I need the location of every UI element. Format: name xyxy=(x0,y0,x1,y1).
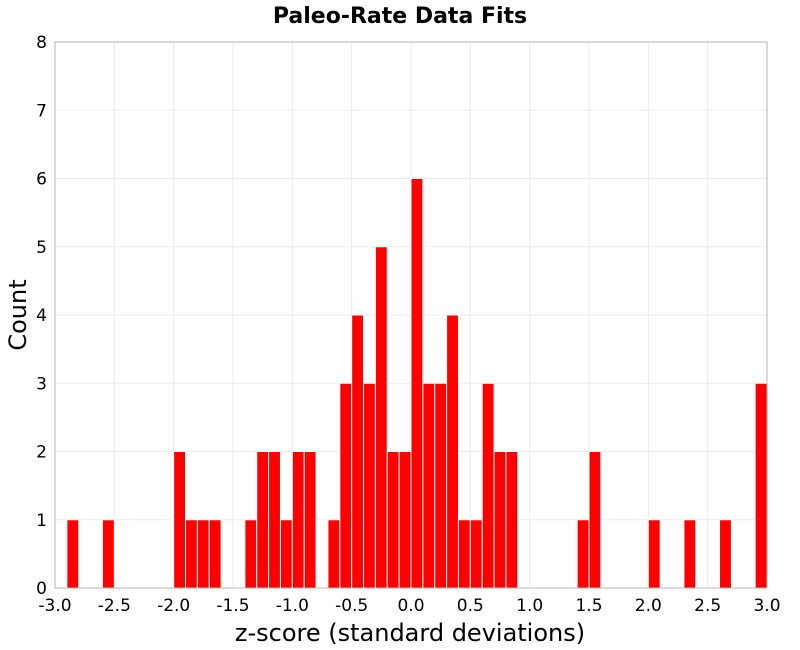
histogram-bar xyxy=(719,519,732,589)
histogram-bar xyxy=(279,519,293,589)
histogram-bar xyxy=(351,314,365,589)
y-tick-label: 1 xyxy=(36,511,47,531)
histogram-bar xyxy=(588,451,602,589)
x-tick-label: 3.0 xyxy=(753,596,780,616)
histogram-bar xyxy=(339,382,353,589)
histogram-bar xyxy=(386,451,400,589)
y-tick-label: 5 xyxy=(36,238,47,258)
y-tick-label: 3 xyxy=(36,374,47,394)
y-tick-label: 4 xyxy=(36,306,47,326)
histogram-bar xyxy=(505,451,519,589)
x-tick-label: -3.0 xyxy=(38,596,71,616)
histogram-bar xyxy=(291,451,305,589)
histogram-bar xyxy=(647,519,661,589)
histogram-bar xyxy=(303,451,317,589)
y-axis-ticks: 0 1 2 3 4 5 6 7 8 xyxy=(36,33,47,599)
y-tick-label: 7 xyxy=(36,101,47,121)
histogram-bar xyxy=(208,519,222,589)
x-tick-label: -2.5 xyxy=(98,596,131,616)
plot-frame xyxy=(54,41,768,589)
y-tick-label: 2 xyxy=(36,443,47,463)
x-tick-label: 2.5 xyxy=(694,596,721,616)
histogram-bar xyxy=(185,519,198,589)
histogram-bar xyxy=(410,178,424,589)
histogram-bars xyxy=(66,178,768,589)
x-tick-label: 2.0 xyxy=(635,596,662,616)
histogram-bar xyxy=(101,519,115,589)
x-tick-label: 0.5 xyxy=(457,596,484,616)
histogram-bar xyxy=(256,451,270,589)
histogram-bar xyxy=(398,451,412,589)
x-axis-label: z-score (standard deviations) xyxy=(235,619,585,647)
histogram-bar xyxy=(481,382,495,589)
histogram-bar xyxy=(446,314,459,589)
histogram-bar xyxy=(363,382,376,589)
histogram-bar xyxy=(374,246,388,589)
x-tick-label: -1.5 xyxy=(216,596,249,616)
histogram-bar xyxy=(493,451,507,589)
histogram-bar xyxy=(754,382,768,589)
y-tick-label: 8 xyxy=(36,33,47,53)
histogram-bar xyxy=(422,382,436,589)
x-tick-label: -2.0 xyxy=(157,596,190,616)
x-tick-label: 1.5 xyxy=(575,596,602,616)
x-tick-label: 0.0 xyxy=(397,596,424,616)
histogram-bar xyxy=(66,519,80,589)
histogram-bar xyxy=(173,451,187,589)
histogram-bar xyxy=(469,519,483,589)
x-axis-ticks: -3.0 -2.5 -2.0 -1.5 -1.0 -0.5 0.0 0.5 1.0 1.5 2.0 2… xyxy=(38,596,780,616)
y-axis-label: Count xyxy=(4,279,32,350)
histogram-bar xyxy=(268,451,281,589)
histogram-bar xyxy=(576,519,590,589)
histogram-bar xyxy=(196,519,210,589)
histogram-bar xyxy=(434,382,448,589)
x-tick-label: 1.0 xyxy=(516,596,543,616)
x-tick-label: -1.0 xyxy=(276,596,309,616)
histogram-bar xyxy=(327,519,341,589)
x-tick-label: -0.5 xyxy=(335,596,368,616)
chart-title: Paleo-Rate Data Fits xyxy=(273,4,527,29)
histogram-bar xyxy=(244,519,258,589)
y-tick-label: 0 xyxy=(36,579,47,599)
histogram-bar xyxy=(683,519,697,589)
histogram-bar xyxy=(457,519,471,589)
y-tick-label: 6 xyxy=(36,170,47,190)
